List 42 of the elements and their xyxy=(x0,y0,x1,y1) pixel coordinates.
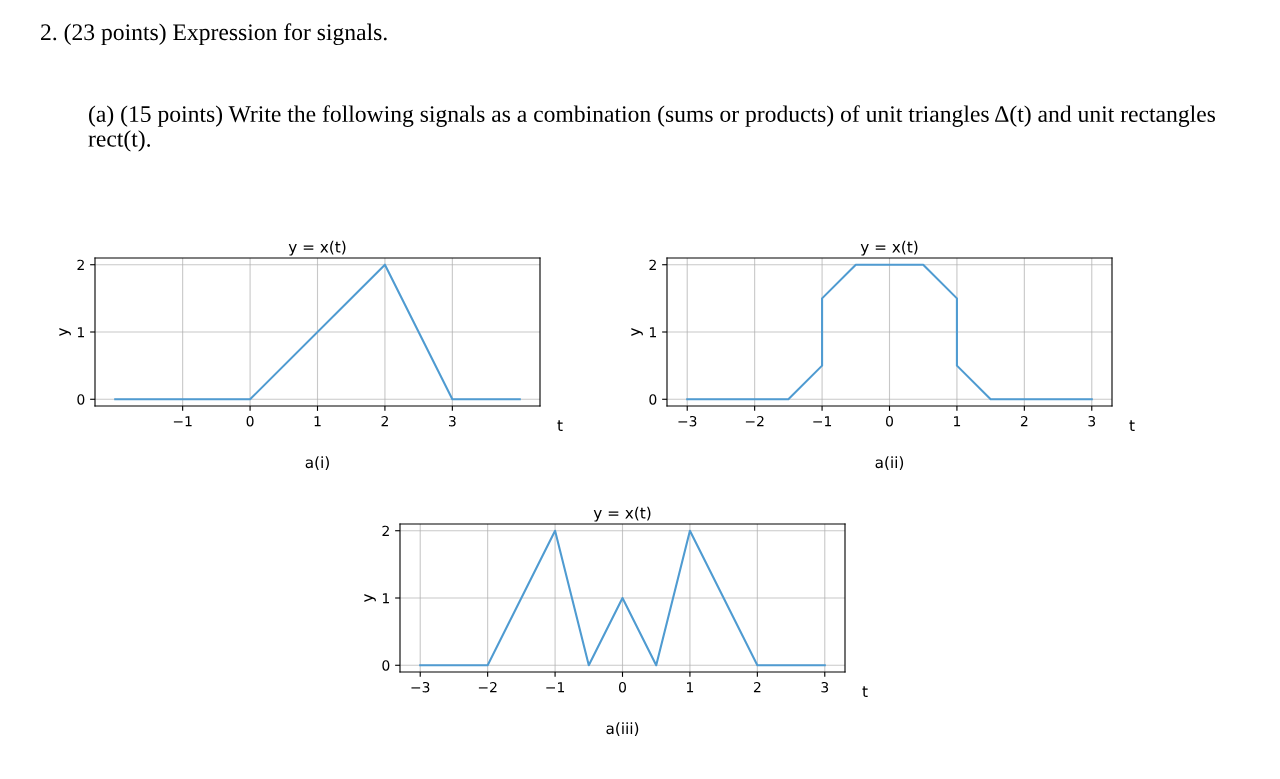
x-tick-label: −1 xyxy=(813,416,832,427)
x-tick-label: 3 xyxy=(1088,415,1096,427)
text: a(iii) xyxy=(606,722,639,736)
x-axis-title: t xyxy=(862,686,868,697)
x-axis-title: t xyxy=(557,420,563,431)
x-tick-label: 0 xyxy=(619,681,626,693)
x-tick-label: 0 xyxy=(886,415,893,427)
y-tick-label: 2 xyxy=(382,525,389,536)
y-axis-title: y xyxy=(59,327,71,337)
chart-title: y = x(t) xyxy=(288,240,346,256)
y-tick-label: 0 xyxy=(382,660,390,671)
chart-title: y = x(t) xyxy=(860,240,918,256)
text: 2. (23 points) Expression for signals. xyxy=(41,23,387,46)
y-axis-title: y xyxy=(364,593,376,603)
x-tick-label: 3 xyxy=(448,415,456,427)
x-tick-label: 2 xyxy=(1020,415,1028,427)
line-series xyxy=(686,263,1093,401)
x-tick-label: −2 xyxy=(478,681,497,693)
x-axis-title: t xyxy=(1129,420,1135,431)
x-tick-label: 1 xyxy=(954,416,961,427)
x-tick-label: 3 xyxy=(821,681,829,693)
x-tick-label: 1 xyxy=(687,682,694,693)
text: a(i) xyxy=(305,456,329,470)
y-tick-label: 0 xyxy=(77,394,85,405)
x-tick-label: −2 xyxy=(745,415,764,427)
x-tick-label: −3 xyxy=(678,415,697,427)
x-tick-label: 1 xyxy=(314,416,321,427)
y-tick-label: 2 xyxy=(77,259,84,270)
text: (a) (15 points) Write the following signals as a combination (sums or products) of unit triangles Δ(t) and unit rectangles rect(t). xyxy=(88,105,1216,152)
y-tick-label: 1 xyxy=(649,327,656,338)
y-tick-label: 2 xyxy=(649,259,656,270)
text: a(ii) xyxy=(875,456,904,470)
y-tick-label: 1 xyxy=(382,593,389,604)
x-tick-label: −1 xyxy=(546,682,565,693)
x-tick-label: −1 xyxy=(173,416,192,427)
y-axis-title: y xyxy=(631,327,643,337)
x-tick-label: 2 xyxy=(753,681,761,693)
x-tick-label: −3 xyxy=(411,681,430,693)
y-tick-label: 1 xyxy=(77,327,84,338)
x-tick-label: 0 xyxy=(246,415,254,427)
y-tick-label: 0 xyxy=(649,394,657,405)
chart-title: y = x(t) xyxy=(593,506,651,522)
